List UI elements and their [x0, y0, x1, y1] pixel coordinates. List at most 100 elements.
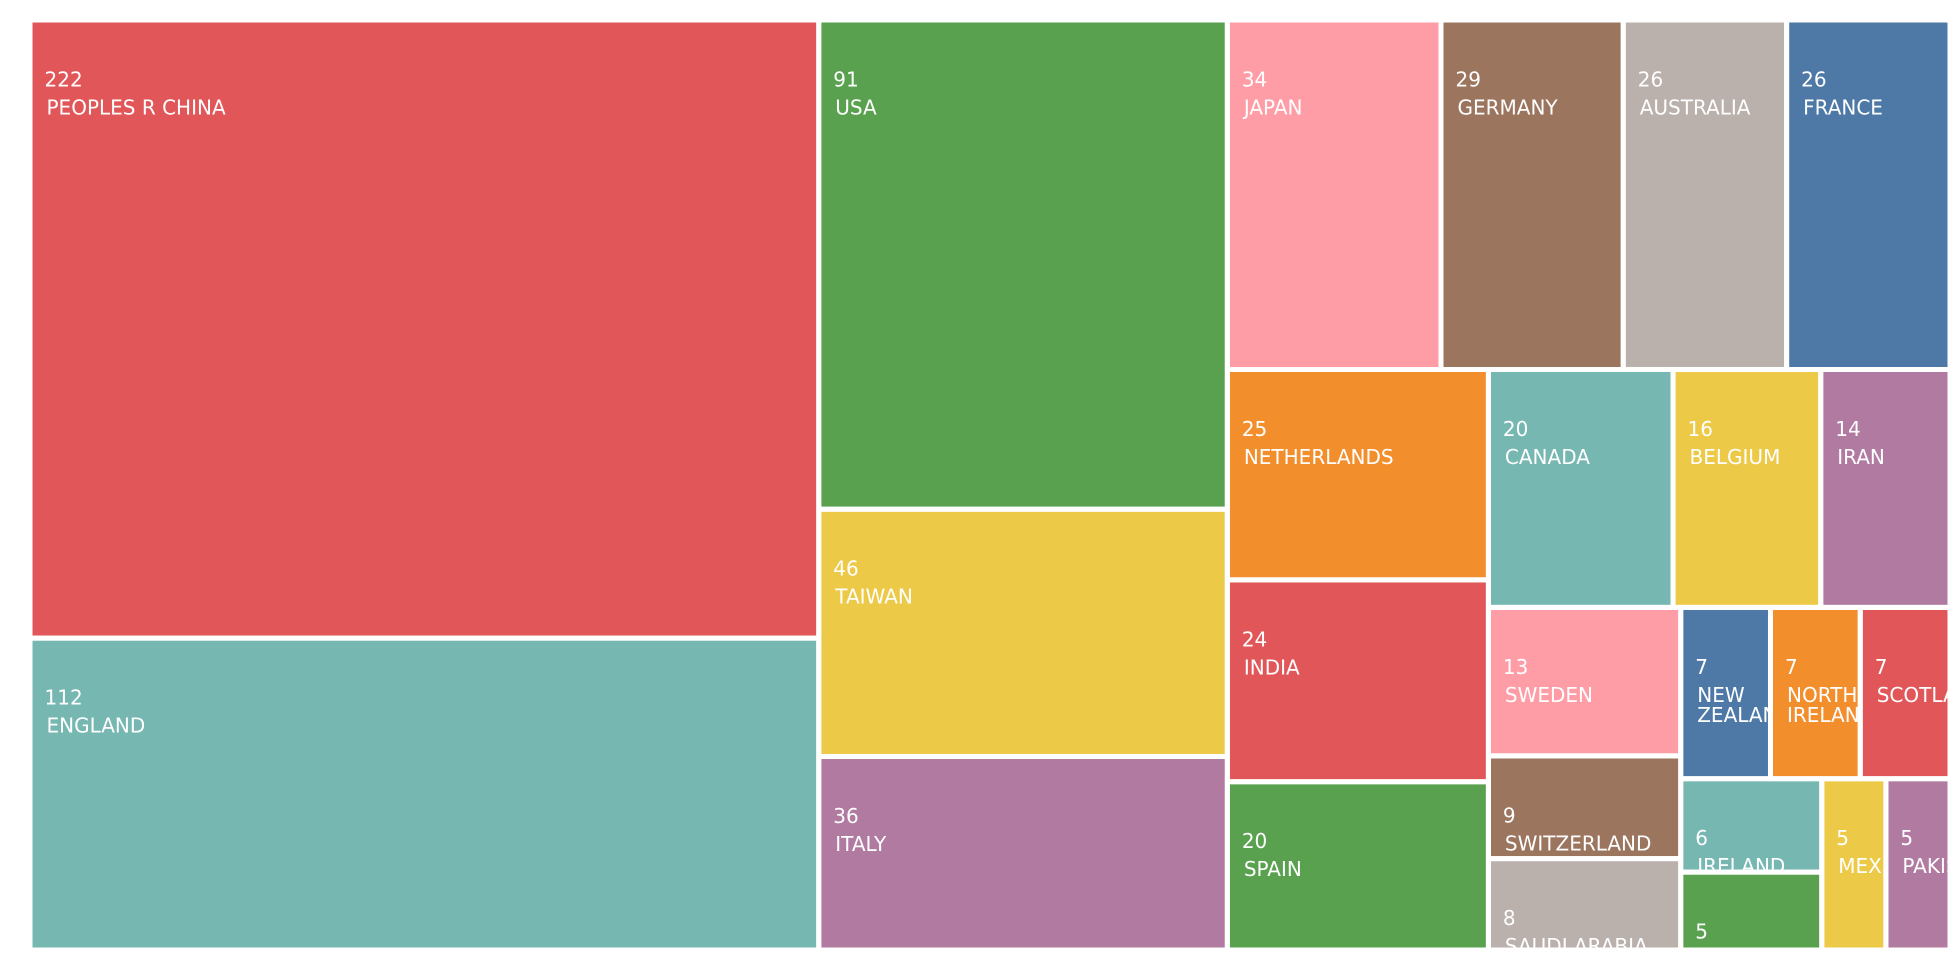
tile: 29 GERMANY [1443, 22, 1621, 368]
tile-value: 9 [1503, 803, 1516, 827]
tile-value: 26 [1638, 68, 1663, 92]
tile-label: PAKISTAN [1902, 854, 1960, 878]
tile: 26 AUSTRALIA [1625, 22, 1785, 368]
tile-value: 7 [1695, 655, 1708, 679]
tile-rect [1675, 372, 1819, 605]
tile: 91 USA [821, 22, 1225, 507]
tile-rect [821, 758, 1225, 948]
tile-rect [1683, 874, 1820, 948]
tile-rect [32, 22, 817, 636]
tile-label: CANADA [1505, 445, 1590, 469]
tile: 20 SPAIN [1229, 784, 1486, 948]
tile: 36 ITALY [821, 758, 1225, 948]
tile-value: 7 [1785, 655, 1798, 679]
tile-label: IRAN [1837, 445, 1885, 469]
tile: 25 NETHERLANDS [1229, 372, 1486, 578]
tile: 8 SAUDI ARABIA [1490, 861, 1679, 958]
tile-value: 46 [833, 557, 858, 581]
tile: 5 MEXICO [1824, 781, 1917, 948]
tile-label: AUSTRALIA [1640, 96, 1751, 120]
tile-value: 6 [1695, 826, 1708, 850]
tile-label: INDIA [1244, 655, 1300, 679]
tile-rect [1683, 781, 1820, 870]
tile-value: 20 [1242, 829, 1267, 853]
tile: 26 FRANCE [1789, 22, 1948, 368]
tile-rect [1789, 22, 1948, 368]
tile: 6 IRELAND [1683, 781, 1820, 878]
tile: 13 SWEDEN [1490, 609, 1679, 754]
tile-value: 34 [1242, 68, 1267, 92]
tile-value: 24 [1242, 627, 1267, 651]
tile: 24 INDIA [1229, 582, 1486, 780]
tile-rect [821, 511, 1225, 754]
tile-value: 20 [1503, 417, 1528, 441]
tile-rect [1443, 22, 1621, 368]
tile-rect [1862, 609, 1948, 777]
tile: 7 SCOTLAND [1862, 609, 1960, 777]
tile-label: NETHERLANDS [1244, 445, 1394, 469]
tile-value: 222 [45, 68, 83, 92]
tile-label: PEOPLES R CHINA [47, 96, 226, 120]
tile: 9 SWITZERLAND [1490, 758, 1679, 857]
tile-label: SCOTLAND [1877, 683, 1960, 707]
tile: 112 ENGLAND [32, 640, 817, 948]
tile-rect [1229, 372, 1486, 578]
tile-rect [1683, 609, 1768, 777]
tile-rect [1823, 372, 1948, 605]
tile: 7 NORTH IRELAND [1772, 609, 1875, 777]
tile-label: SPAIN [1244, 857, 1302, 881]
tile-rect [1229, 22, 1439, 368]
tile: 20 CANADA [1490, 372, 1671, 605]
tile-value: 36 [833, 804, 858, 828]
tile-value: 112 [45, 686, 83, 710]
tile-value: 26 [1801, 68, 1826, 92]
tile-value: 16 [1688, 417, 1713, 441]
tile-rect [1888, 781, 1948, 948]
tile-label: IRELAND [1697, 854, 1785, 878]
tile-value: 25 [1242, 417, 1267, 441]
tile-rect [32, 640, 817, 948]
tile-rect [1490, 609, 1679, 754]
tile-label: SWEDEN [1505, 683, 1593, 707]
tile-rect [1490, 861, 1679, 948]
tile-label: FRANCE [1803, 96, 1883, 120]
tile-rect [1229, 784, 1486, 948]
tile-label: ENGLAND [47, 714, 146, 738]
tile-label: NORTH IRELAND [1787, 683, 1875, 727]
tile-rect [1490, 372, 1671, 605]
tile-label: MEXICO [1838, 854, 1917, 878]
tile-label: SAUDI ARABIA [1505, 934, 1648, 958]
tile-rect [1490, 758, 1679, 857]
tile-value: 13 [1503, 655, 1528, 679]
tile-rect [1625, 22, 1785, 368]
tile-value: 8 [1503, 906, 1516, 930]
tile-value: 5 [1695, 920, 1708, 944]
tile-value: 14 [1835, 417, 1860, 441]
tile: 5 PAKISTAN [1888, 781, 1960, 948]
tile: 7 NEW ZEALAND [1683, 609, 1793, 777]
tile-label: ITALY [835, 832, 887, 856]
tile: 5 [1683, 874, 1820, 948]
tile: 46 TAIWAN [821, 511, 1225, 754]
tile-value: 29 [1455, 68, 1480, 92]
tile-rect [821, 22, 1225, 507]
tile-label: BELGIUM [1690, 445, 1781, 469]
tile-value: 7 [1875, 655, 1888, 679]
tile-label: SWITZERLAND [1505, 831, 1651, 855]
tile-rect [1229, 582, 1486, 780]
tile-value: 5 [1836, 826, 1849, 850]
tile-label: GERMANY [1457, 96, 1558, 120]
tile-label: TAIWAN [834, 585, 913, 609]
tile: 14 IRAN [1823, 372, 1948, 605]
tile: 34 JAPAN [1229, 22, 1439, 368]
tile-rect [1772, 609, 1858, 777]
tile-label: USA [835, 96, 877, 120]
tile-value: 91 [833, 68, 858, 92]
tile: 222 PEOPLES R CHINA [32, 22, 817, 636]
tile-label: JAPAN [1242, 96, 1303, 120]
tile-label: NEW ZEALAND [1697, 683, 1793, 727]
tile-value: 5 [1900, 826, 1913, 850]
tile-rect [1824, 781, 1884, 948]
